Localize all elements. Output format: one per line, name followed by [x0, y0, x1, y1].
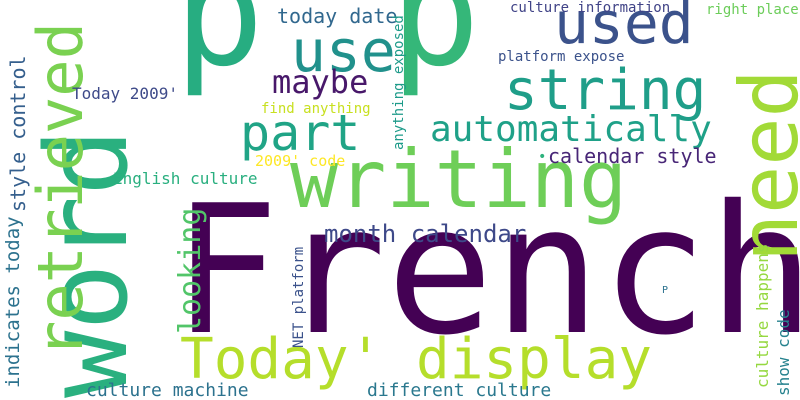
- word-p-left: p: [174, 0, 265, 100]
- word-part: part: [240, 104, 361, 162]
- word-string: string: [504, 58, 707, 123]
- word-find-anything: find anything: [261, 101, 371, 117]
- word-looking: looking: [173, 207, 208, 334]
- word-writing: writing: [290, 133, 628, 226]
- word-use: use: [291, 17, 396, 85]
- word-maybe: maybe: [272, 63, 369, 101]
- dot-mark: •: [538, 149, 547, 165]
- word-style-control: style control: [6, 55, 30, 212]
- word-culture-machine: culture machine: [86, 380, 249, 400]
- word-culture-information: culture information: [510, 0, 671, 16]
- word-need: need: [723, 69, 800, 262]
- word-net-platform: NET platform: [291, 246, 307, 348]
- word-anything-exposed: anything exposed: [391, 15, 407, 150]
- word-today-2009: Today 2009': [72, 84, 178, 103]
- word-today-date: today date: [277, 4, 398, 28]
- word-2009-code: 2009' code: [255, 152, 346, 170]
- word-p-right: p: [390, 0, 481, 100]
- word-different-culture: different culture: [367, 380, 552, 400]
- word-calendar-style: calendar style: [548, 144, 717, 168]
- word-retrieved: retrieved: [24, 22, 97, 358]
- word-indicates-today: indicates today: [2, 216, 24, 388]
- word-right-place: right place: [706, 2, 799, 18]
- word-show-code: show code: [774, 309, 793, 396]
- word-today-display: Today' display: [180, 327, 653, 392]
- word-automatically: automatically: [430, 109, 712, 150]
- word-p-small: P: [662, 285, 669, 296]
- word-platform-expose: platform expose: [498, 49, 625, 65]
- word-month-calendar: month calendar: [324, 220, 527, 248]
- word-english-culture: English culture: [113, 169, 258, 188]
- word-used: used: [554, 0, 694, 57]
- word-french: French: [172, 167, 800, 374]
- word-culture-happens: culture happens: [753, 243, 772, 389]
